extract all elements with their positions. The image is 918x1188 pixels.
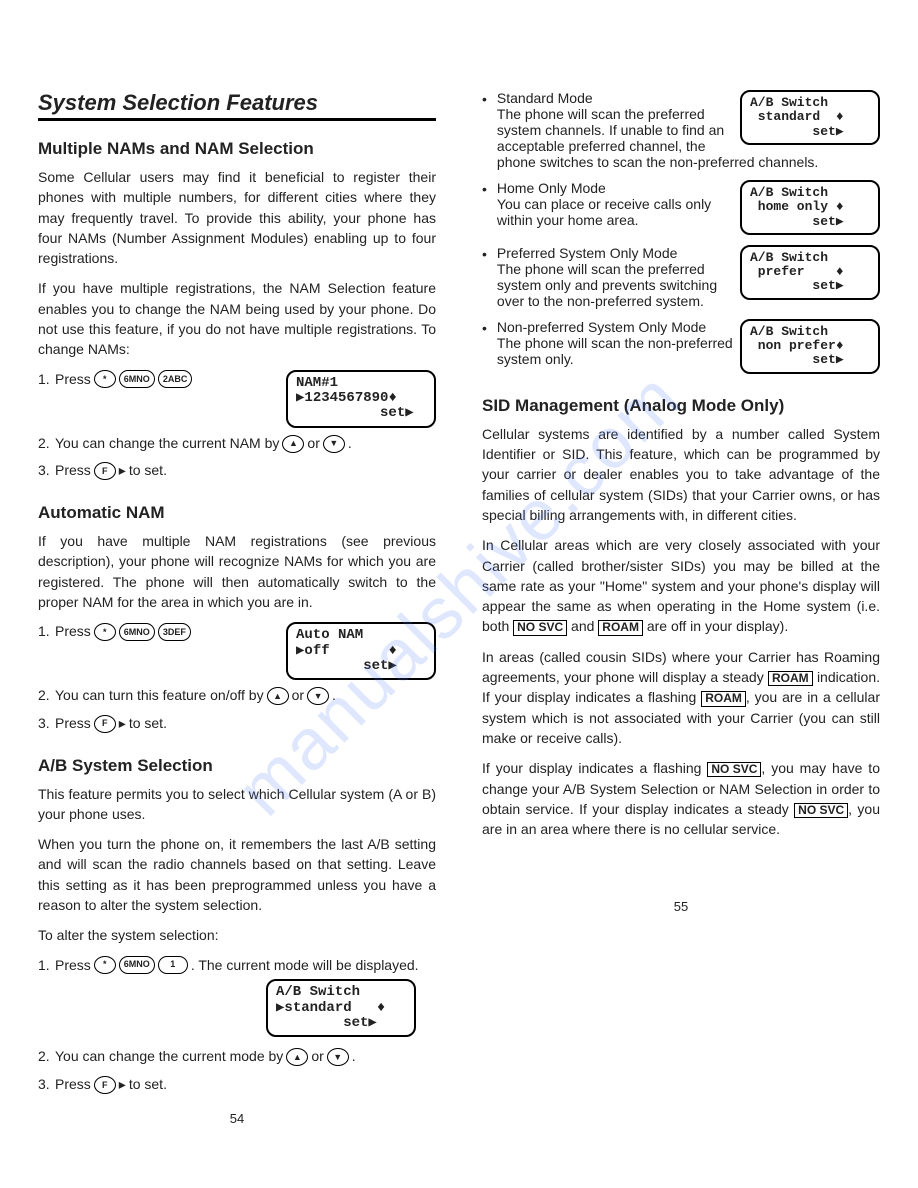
lcd-mode: A/B Switch non prefer♦ set▶ bbox=[740, 319, 880, 374]
para: To alter the system selection: bbox=[38, 925, 436, 945]
page-number-left: 54 bbox=[38, 1111, 436, 1126]
six-button: 6MNO bbox=[119, 623, 155, 641]
para: If you have multiple NAM registrations (… bbox=[38, 531, 436, 612]
or-text: or bbox=[292, 686, 304, 706]
up-button: ▲ bbox=[286, 1048, 308, 1066]
step-text: You can change the current mode by bbox=[55, 1047, 283, 1067]
step-text: Press bbox=[55, 370, 91, 390]
star-button: * bbox=[94, 956, 116, 974]
six-button: 6MNO bbox=[119, 370, 155, 388]
step-num: 2. bbox=[38, 434, 52, 454]
step-text: Press bbox=[55, 461, 91, 481]
mode-bullet: •A/B Switch standard ♦ set▶Standard Mode… bbox=[482, 90, 880, 170]
step-num: 3. bbox=[38, 714, 52, 734]
mode-bullet: •A/B Switch home only ♦ set▶Home Only Mo… bbox=[482, 180, 880, 235]
step-num: 2. bbox=[38, 1047, 52, 1067]
bullet-dot: • bbox=[482, 90, 487, 170]
heading-multiple-nams: Multiple NAMs and NAM Selection bbox=[38, 139, 436, 159]
nosvc-badge: NO SVC bbox=[794, 803, 848, 818]
or-text: or bbox=[307, 434, 319, 454]
lcd-mode: A/B Switch standard ♦ set▶ bbox=[740, 90, 880, 145]
step-text: to set. bbox=[129, 1075, 167, 1095]
step-num: 1. bbox=[38, 956, 52, 976]
para: Some Cellular users may find it benefici… bbox=[38, 167, 436, 268]
one-button: 1 bbox=[158, 956, 188, 974]
up-button: ▲ bbox=[267, 687, 289, 705]
step-text: Press bbox=[55, 1075, 91, 1095]
nosvc-badge: NO SVC bbox=[513, 620, 567, 635]
nosvc-badge: NO SVC bbox=[707, 762, 761, 777]
mode-body: You can place or receive calls only with… bbox=[497, 196, 711, 228]
para: If you have multiple registrations, the … bbox=[38, 278, 436, 359]
step-text: to set. bbox=[129, 714, 167, 734]
main-title: System Selection Features bbox=[38, 90, 436, 121]
star-button: * bbox=[94, 370, 116, 388]
step-text: to set. bbox=[129, 461, 167, 481]
bullet-dot: • bbox=[482, 319, 487, 374]
step-num: 1. bbox=[38, 370, 52, 390]
lcd-mode: A/B Switch prefer ♦ set▶ bbox=[740, 245, 880, 300]
roam-badge: ROAM bbox=[768, 671, 813, 686]
mode-bullet: •A/B Switch prefer ♦ set▶Preferred Syste… bbox=[482, 245, 880, 309]
down-button: ▼ bbox=[323, 435, 345, 453]
step-text: Press bbox=[55, 956, 91, 976]
right-column: •A/B Switch standard ♦ set▶Standard Mode… bbox=[482, 90, 880, 1126]
para: Cellular systems are identified by a num… bbox=[482, 424, 880, 525]
bullet-dot: • bbox=[482, 245, 487, 309]
lcd-auto-nam: Auto NAM ▶off ♦ set▶ bbox=[286, 622, 436, 680]
step-text: You can turn this feature on/off by bbox=[55, 686, 264, 706]
roam-badge: ROAM bbox=[701, 691, 746, 706]
para: When you turn the phone on, it remembers… bbox=[38, 834, 436, 915]
heading-auto-nam: Automatic NAM bbox=[38, 503, 436, 523]
step-text: Press bbox=[55, 622, 91, 642]
para: If your display indicates a flashing NO … bbox=[482, 758, 880, 839]
two-button: 2ABC bbox=[158, 370, 193, 388]
mode-bullet: •A/B Switch non prefer♦ set▶Non-preferre… bbox=[482, 319, 880, 374]
bullet-dot: • bbox=[482, 180, 487, 235]
lcd-mode: A/B Switch home only ♦ set▶ bbox=[740, 180, 880, 235]
left-column: System Selection Features Multiple NAMs … bbox=[38, 90, 436, 1126]
star-button: * bbox=[94, 623, 116, 641]
step-text: You can change the current NAM by bbox=[55, 434, 279, 454]
para: In areas (called cousin SIDs) where your… bbox=[482, 647, 880, 748]
mode-body: The phone will scan the non-preferred sy… bbox=[497, 335, 733, 367]
heading-ab-selection: A/B System Selection bbox=[38, 756, 436, 776]
down-button: ▼ bbox=[327, 1048, 349, 1066]
step-num: 3. bbox=[38, 1075, 52, 1095]
f-button: F bbox=[94, 1076, 116, 1094]
step-num: 2. bbox=[38, 686, 52, 706]
three-button: 3DEF bbox=[158, 623, 191, 641]
lcd-nam: NAM#1 ▶1234567890♦ set▶ bbox=[286, 370, 436, 428]
heading-sid: SID Management (Analog Mode Only) bbox=[482, 396, 880, 416]
up-button: ▲ bbox=[282, 435, 304, 453]
down-button: ▼ bbox=[307, 687, 329, 705]
para: This feature permits you to select which… bbox=[38, 784, 436, 825]
lcd-ab-switch: A/B Switch ▶standard ♦ set▶ bbox=[266, 979, 416, 1037]
mode-body: The phone will scan the preferred system… bbox=[497, 261, 717, 309]
roam-badge: ROAM bbox=[598, 620, 643, 635]
f-button: F bbox=[94, 715, 116, 733]
page-number-right: 55 bbox=[482, 899, 880, 914]
six-button: 6MNO bbox=[119, 956, 155, 974]
step-text: Press bbox=[55, 714, 91, 734]
f-button: F bbox=[94, 462, 116, 480]
step-num: 1. bbox=[38, 622, 52, 642]
step-num: 3. bbox=[38, 461, 52, 481]
step-text: . The current mode will be displayed. bbox=[191, 956, 436, 976]
para: In Cellular areas which are very closely… bbox=[482, 535, 880, 636]
or-text: or bbox=[311, 1047, 323, 1067]
